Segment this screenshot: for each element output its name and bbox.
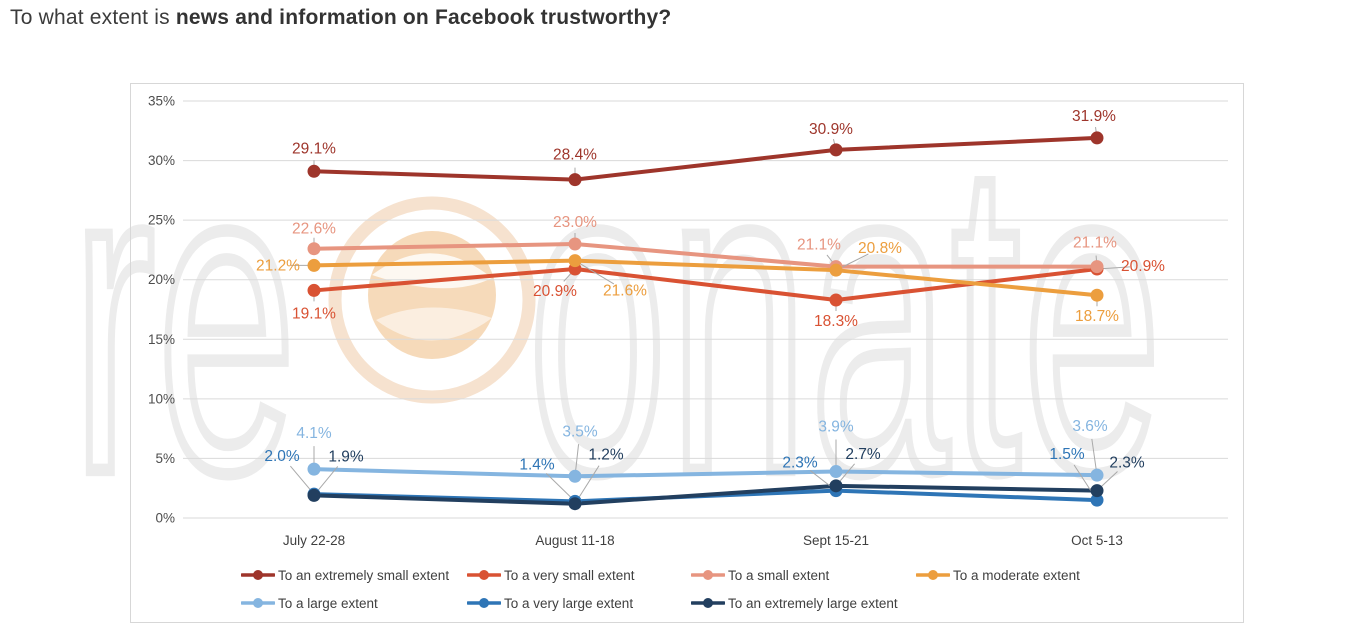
legend-marker [916, 569, 950, 581]
legend-item-to-a-small-extent: To a small extent [691, 567, 829, 583]
legend-label: To a moderate extent [953, 568, 1080, 583]
title-prefix: To what extent is [10, 6, 176, 29]
chart-legend: To an extremely small extent To a very sm… [131, 84, 1243, 622]
legend-item-to-a-very-small-extent: To a very small extent [467, 567, 635, 583]
legend-label: To an extremely small extent [278, 568, 449, 583]
legend-marker [467, 569, 501, 581]
legend-item-to-a-very-large-extent: To a very large extent [467, 595, 633, 611]
legend-label: To a very large extent [504, 596, 633, 611]
legend-marker [467, 597, 501, 609]
legend-marker [241, 597, 275, 609]
legend-label: To a large extent [278, 596, 378, 611]
legend-marker [691, 597, 725, 609]
legend-item-to-an-extremely-large-extent: To an extremely large extent [691, 595, 898, 611]
legend-marker [691, 569, 725, 581]
title-emphasis: news and information on Facebook trustwo… [176, 6, 672, 29]
legend-item-to-an-extremely-small-extent: To an extremely small extent [241, 567, 449, 583]
legend-label: To an extremely large extent [728, 596, 898, 611]
legend-label: To a very small extent [504, 568, 635, 583]
legend-marker [241, 569, 275, 581]
legend-item-to-a-moderate-extent: To a moderate extent [916, 567, 1080, 583]
legend-item-to-a-large-extent: To a large extent [241, 595, 378, 611]
page-title: To what extent is news and information o… [10, 6, 671, 30]
legend-label: To a small extent [728, 568, 829, 583]
